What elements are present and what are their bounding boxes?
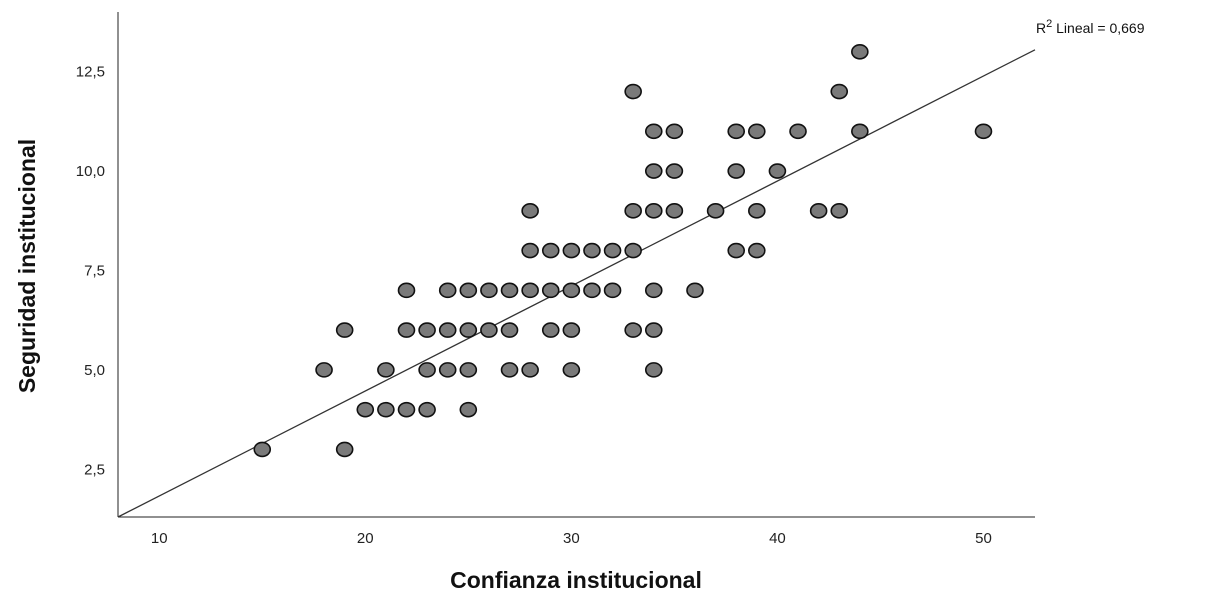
data-point xyxy=(397,322,416,338)
data-point xyxy=(644,282,663,299)
data-point xyxy=(459,322,478,338)
data-point xyxy=(851,123,869,140)
data-point xyxy=(521,242,539,259)
data-point xyxy=(644,203,663,219)
data-point xyxy=(768,163,787,179)
data-point xyxy=(583,242,601,259)
data-point xyxy=(500,282,519,299)
data-points xyxy=(253,43,993,458)
data-point xyxy=(851,43,869,60)
axes xyxy=(117,12,1035,518)
data-point xyxy=(521,282,539,299)
data-point xyxy=(541,242,560,259)
data-point xyxy=(624,242,642,259)
data-point xyxy=(397,282,416,299)
data-point xyxy=(438,282,457,299)
data-point xyxy=(418,401,436,418)
data-point xyxy=(644,123,663,140)
data-point xyxy=(644,362,663,378)
data-point xyxy=(974,123,993,140)
data-point xyxy=(830,83,849,100)
data-point xyxy=(562,282,581,299)
y-tick-label: 7,5 xyxy=(84,262,105,279)
data-point xyxy=(459,362,478,378)
y-tick-label: 2,5 xyxy=(84,461,105,478)
x-tick-label: 30 xyxy=(563,530,580,547)
x-tick-label: 10 xyxy=(151,530,168,547)
data-point xyxy=(624,203,642,219)
data-point xyxy=(665,203,684,219)
data-point xyxy=(521,362,539,378)
data-point xyxy=(459,401,478,418)
data-point xyxy=(480,282,498,299)
y-tick-label: 10,0 xyxy=(76,163,105,180)
data-point xyxy=(253,441,272,458)
data-point xyxy=(459,282,478,299)
data-point xyxy=(438,322,457,338)
data-point xyxy=(541,282,560,299)
data-point xyxy=(686,282,704,299)
data-point xyxy=(315,362,333,378)
data-point xyxy=(665,163,684,179)
data-point xyxy=(789,123,807,140)
data-point xyxy=(480,322,498,338)
y-axis-title: Seguridad institucional xyxy=(14,139,40,393)
data-point xyxy=(335,322,354,338)
data-point xyxy=(335,441,354,458)
data-point xyxy=(748,123,766,140)
data-point xyxy=(583,282,601,299)
y-tick-label: 12,5 xyxy=(76,64,105,81)
data-point xyxy=(562,362,581,378)
data-point xyxy=(438,362,457,378)
data-point xyxy=(748,242,766,259)
data-point xyxy=(418,362,436,378)
data-point xyxy=(356,401,375,418)
data-point xyxy=(624,322,642,338)
data-point xyxy=(727,123,746,140)
data-point xyxy=(377,362,395,378)
data-point xyxy=(418,322,436,338)
fit-line xyxy=(117,49,1036,518)
x-tick-label: 40 xyxy=(769,530,786,547)
data-point xyxy=(727,163,746,179)
data-point xyxy=(644,322,663,338)
y-tick-label: 5,0 xyxy=(84,362,105,379)
data-point xyxy=(706,203,725,219)
data-point xyxy=(500,322,519,338)
data-point xyxy=(644,163,663,179)
data-point xyxy=(809,203,828,219)
data-point xyxy=(603,282,622,299)
x-tick-label: 50 xyxy=(975,530,992,547)
data-point xyxy=(562,242,581,259)
data-point xyxy=(541,322,560,338)
x-axis-title: Confianza institucional xyxy=(450,567,702,593)
data-point xyxy=(377,401,395,418)
data-point xyxy=(727,242,746,259)
data-point xyxy=(397,401,416,418)
data-point xyxy=(500,362,519,378)
data-point xyxy=(562,322,581,338)
r2-label: R2 Lineal = 0,669 xyxy=(1036,18,1145,36)
data-point xyxy=(748,203,766,219)
data-point xyxy=(665,123,684,140)
x-tick-label: 20 xyxy=(357,530,374,547)
data-point xyxy=(830,203,849,219)
x-ticks: 10 20 30 40 50 xyxy=(151,530,992,547)
data-point xyxy=(603,242,622,259)
data-point xyxy=(521,203,539,219)
data-point xyxy=(624,83,642,100)
y-ticks: 2,5 5,0 7,5 10,0 12,5 xyxy=(76,64,105,479)
